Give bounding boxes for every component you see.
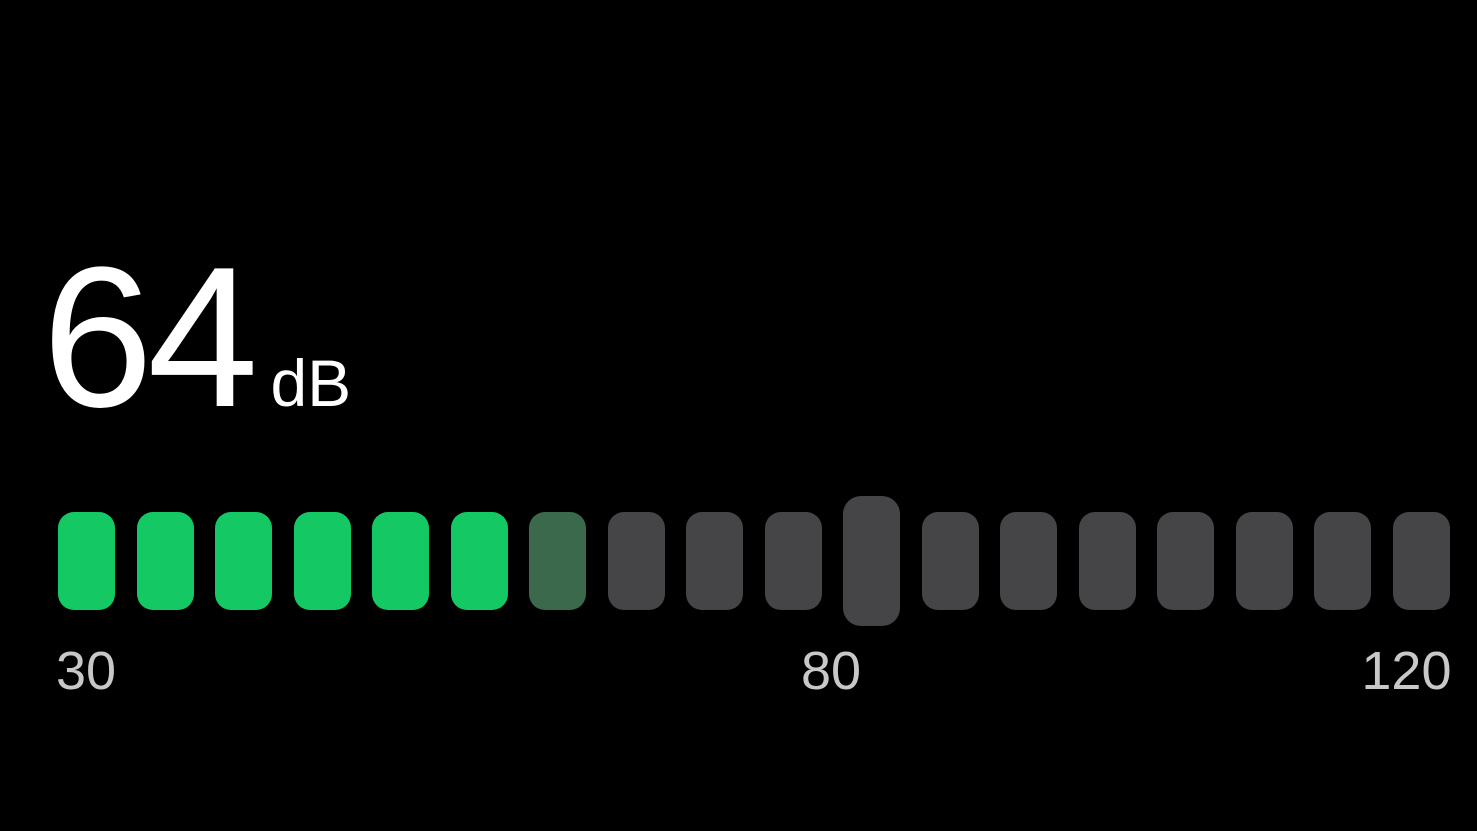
meter-segment: [372, 512, 429, 610]
meter-segment: [1392, 512, 1450, 610]
decibel-value: 64: [42, 226, 258, 449]
meter-segment: [215, 512, 272, 610]
meter-tick-label: 80: [801, 641, 862, 701]
meter-segment: [1078, 512, 1136, 610]
meter-segment: [1157, 512, 1214, 610]
meter-segment: [1314, 512, 1371, 610]
decibel-reading: 64 dB: [42, 238, 351, 438]
meter-tick-label: 120: [1361, 641, 1452, 701]
meter-segment: [607, 512, 665, 610]
meter-segment: [764, 512, 822, 610]
meter-segment: [921, 512, 979, 610]
meter-segment: [1235, 512, 1293, 610]
decibel-unit: dB: [270, 346, 352, 420]
meter-segment: [136, 512, 194, 610]
meter-segment: [686, 512, 743, 610]
meter-segment: [450, 512, 508, 610]
meter-segment: [293, 512, 351, 610]
meter-segment: [843, 496, 900, 626]
meter-tick-label: 30: [56, 641, 117, 701]
meter-segment: [58, 512, 115, 610]
meter-segment: [529, 512, 586, 610]
meter-segment: [1000, 512, 1057, 610]
